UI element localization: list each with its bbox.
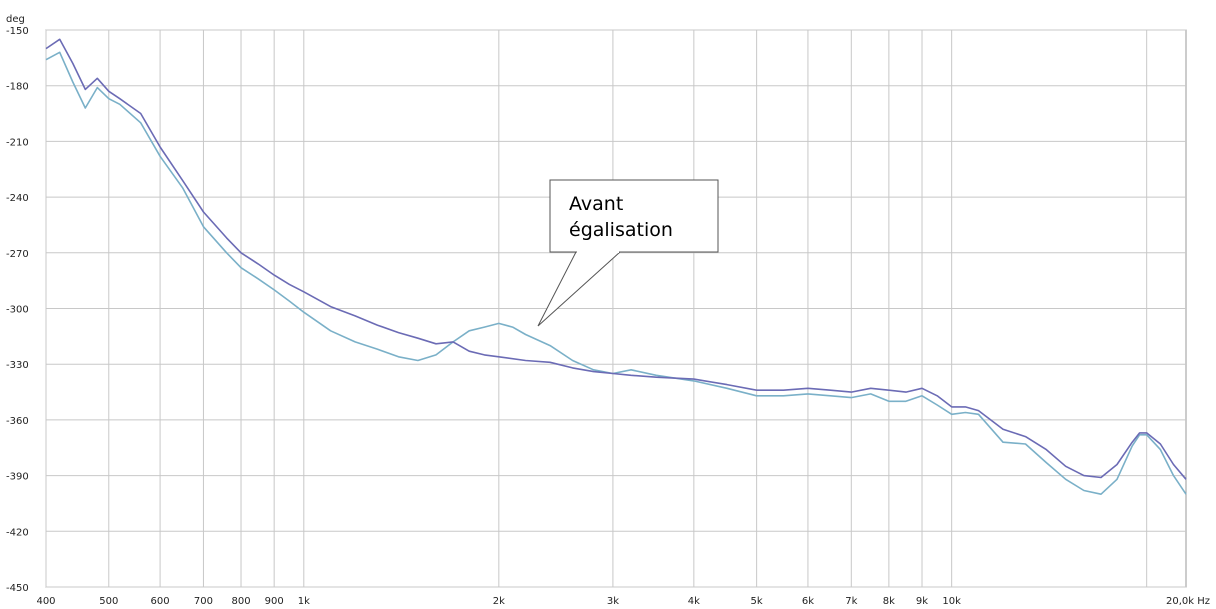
annotation-callout: Avant égalisation <box>537 179 719 327</box>
x-tick-label: 1k <box>298 596 310 607</box>
x-tick-label: 3k <box>607 596 619 607</box>
y-tick-label: -390 <box>6 472 29 483</box>
series-layer <box>45 38 1187 495</box>
x-tick-label: 700 <box>194 596 213 607</box>
x-tick-label: 6k <box>802 596 814 607</box>
x-tick-label: 500 <box>99 596 118 607</box>
x-tick-label: 7k <box>845 596 857 607</box>
y-tick-label: -150 <box>6 26 29 37</box>
y-tick-label: -330 <box>6 360 29 371</box>
annotation-line-2: égalisation <box>569 219 673 241</box>
y-tick-label: -450 <box>6 583 29 594</box>
annotation-line-1: Avant <box>569 193 623 215</box>
grid <box>45 29 1186 588</box>
y-axis: -150 -180 -210 -240 -270 -300 -330 -360 -390 -420… <box>6 26 29 594</box>
y-unit-label: deg <box>6 14 25 25</box>
y-tick-label: -360 <box>6 416 29 427</box>
x-axis: 400 500 600 700 800 900 1k 2k 3k 4k 5k 6k 7k 8k 9k 10k 2… <box>36 596 1210 607</box>
x-tick-label: 10k <box>942 596 961 607</box>
y-tick-label: -420 <box>6 527 29 538</box>
x-tick-label: 2k <box>493 596 505 607</box>
x-tick-label: 9k <box>916 596 928 607</box>
x-tick-label: 800 <box>231 596 250 607</box>
x-tick-label: 4k <box>688 596 700 607</box>
x-tick-label: 8k <box>883 596 895 607</box>
y-tick-label: -300 <box>6 305 29 316</box>
callout-box <box>549 179 719 253</box>
y-tick-label: -240 <box>6 193 29 204</box>
y-tick-label: -270 <box>6 249 29 260</box>
series-line-1 <box>45 51 1187 495</box>
series-line-0 <box>45 38 1187 480</box>
x-tick-label: 900 <box>265 596 284 607</box>
x-tick-label: 20,0k Hz <box>1166 596 1210 607</box>
x-tick-label: 400 <box>36 596 55 607</box>
x-tick-label: 5k <box>751 596 763 607</box>
callout-pointer <box>537 251 621 327</box>
y-tick-label: -210 <box>6 137 29 148</box>
x-tick-label: 600 <box>151 596 170 607</box>
y-tick-label: -180 <box>6 82 29 93</box>
